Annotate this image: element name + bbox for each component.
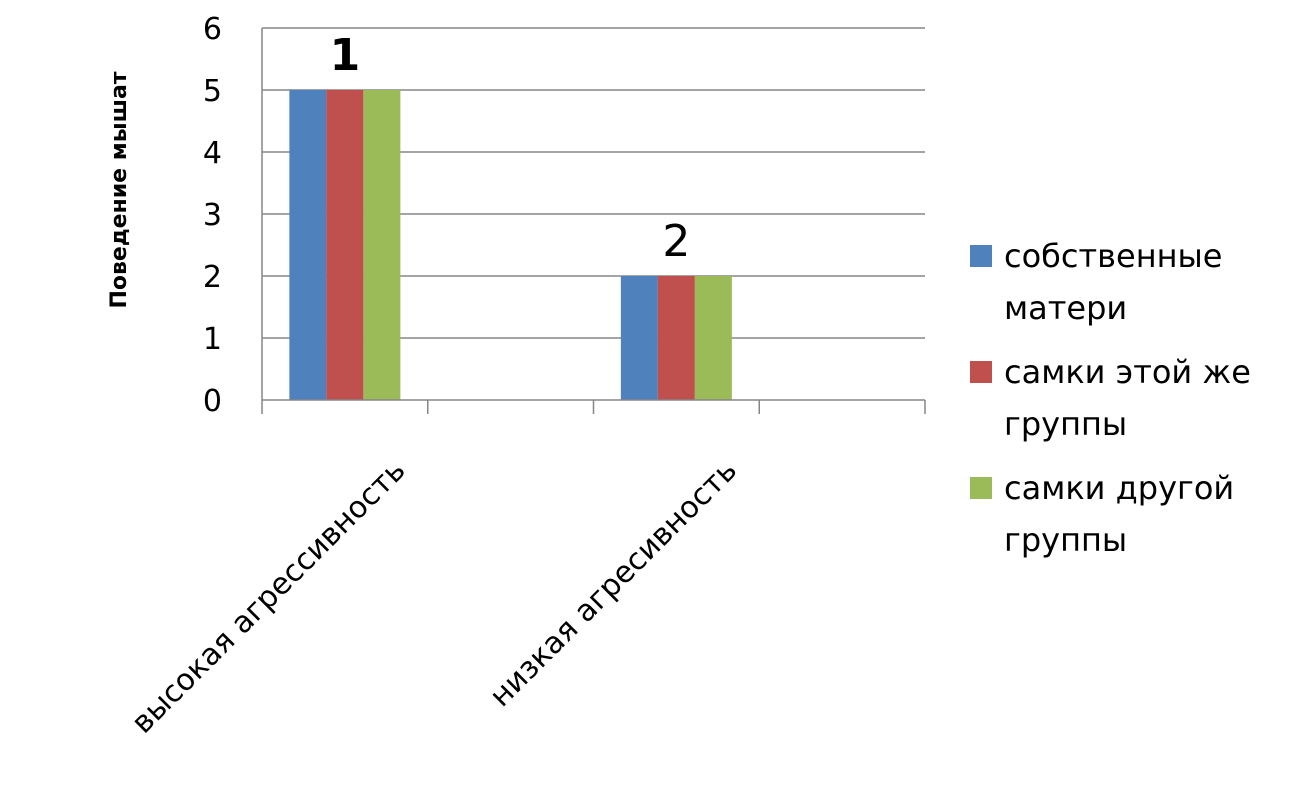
legend-swatch <box>970 477 992 499</box>
legend-swatch <box>970 245 992 267</box>
bar <box>620 276 658 400</box>
legend-swatch <box>970 361 992 383</box>
category-labels: высокая агрессивность низкая агресивность <box>125 453 744 741</box>
bars <box>289 90 732 400</box>
y-tick-label: 4 <box>203 136 222 171</box>
bar-group-annotation: 1 <box>330 30 361 81</box>
legend-item: самки другой группы <box>970 462 1300 566</box>
annotations: 12 <box>330 30 691 267</box>
y-tick-labels: 0 1 2 3 4 5 6 <box>203 12 222 419</box>
legend-item: самки этой же группы <box>970 346 1300 450</box>
y-axis-label: Поведение мышат <box>107 71 132 308</box>
bar <box>657 276 695 400</box>
legend: собственные матери самки этой же группы са… <box>970 230 1300 578</box>
legend-label: самки этой же группы <box>1004 353 1251 443</box>
legend-item: собственные матери <box>970 230 1300 334</box>
y-tick-label: 2 <box>203 260 222 295</box>
bar <box>289 90 327 400</box>
y-tick-label: 6 <box>203 12 222 47</box>
x-category-label: высокая агрессивность <box>125 453 413 741</box>
bar-group-annotation: 2 <box>662 216 690 267</box>
legend-label: самки другой группы <box>1004 469 1235 559</box>
bar <box>363 90 401 400</box>
bar <box>694 276 732 400</box>
y-tick-label: 1 <box>203 322 222 357</box>
bar <box>326 90 364 400</box>
x-category-label: низкая агресивность <box>483 453 744 714</box>
axes <box>261 28 926 414</box>
y-tick-label: 3 <box>203 198 222 233</box>
y-tick-label: 5 <box>203 74 222 109</box>
y-tick-label: 0 <box>203 384 222 419</box>
legend-label: собственные матери <box>1004 237 1223 327</box>
